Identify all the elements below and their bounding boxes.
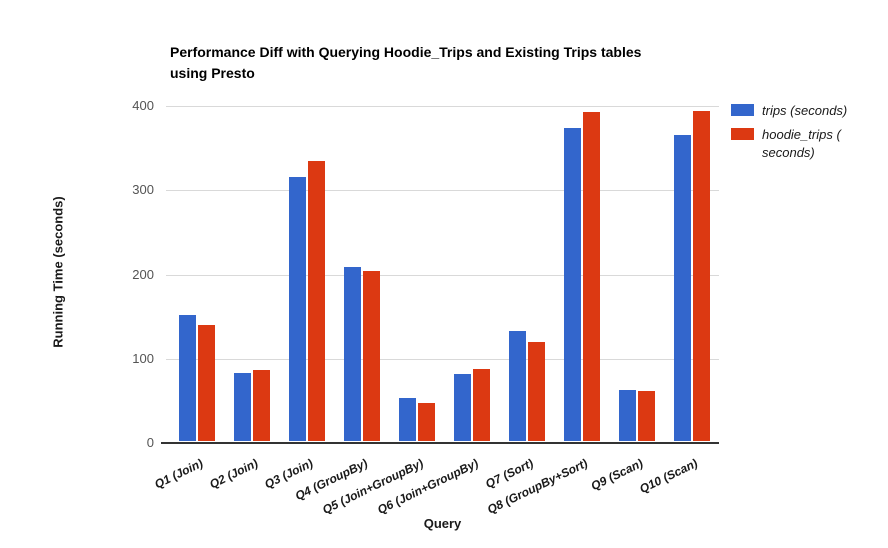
bar-trips-q7[interactable] [509,331,526,441]
x-tick-label: Q2 (Join) [207,456,261,492]
y-tick-label: 200 [132,267,154,282]
gridline [166,275,719,276]
bar-trips-q3[interactable] [289,177,306,441]
legend-label-trips: trips (seconds) [762,103,848,118]
x-tick-label: Q10 (Scan) [637,456,701,497]
bar-hoodie-trips-q6[interactable] [473,369,490,441]
y-tick-label: 300 [132,182,154,197]
legend-swatch-trips-icon [731,104,754,116]
bar-hoodie-trips-q1[interactable] [198,325,215,441]
bar-trips-q8[interactable] [564,128,581,441]
gridline [166,106,719,107]
x-axis-title: Query [423,516,462,531]
bar-hoodie-trips-q2[interactable] [253,370,270,441]
chart-title-line-1: Performance Diff with Querying Hoodie_Tr… [170,44,642,60]
y-axis-title: Running Time (seconds) [50,196,66,348]
bar-hoodie-trips-q9[interactable] [638,391,655,441]
bar-trips-q5[interactable] [399,398,416,441]
legend-swatch-hoodie-trips-icon [731,128,754,140]
bar-hoodie-trips-q3[interactable] [308,161,325,441]
gridline [166,190,719,191]
x-tick-label: Q9 (Scan) [588,456,646,494]
legend-item-trips: trips (seconds) [731,102,872,120]
bar-hoodie-trips-q8[interactable] [583,112,600,441]
bar-trips-q9[interactable] [619,390,636,441]
legend: trips (seconds) hoodie_trips ( seconds) [731,102,872,162]
legend-item-hoodie-trips: hoodie_trips ( seconds) [731,126,872,162]
bar-trips-q2[interactable] [234,373,251,441]
chart-title: Performance Diff with Querying Hoodie_Tr… [170,42,770,84]
bar-trips-q10[interactable] [674,135,691,441]
bar-trips-q1[interactable] [179,315,196,441]
bar-trips-q6[interactable] [454,374,471,441]
x-tick-label: Q1 (Join) [152,456,206,492]
y-tick-label: 0 [146,435,154,450]
gridline [166,359,719,360]
bar-hoodie-trips-q5[interactable] [418,403,435,441]
y-tick-label: 400 [132,98,154,113]
bar-hoodie-trips-q4[interactable] [363,271,380,441]
x-tick-label: Q8 (GroupBy+Sort) [485,456,591,517]
legend-label-hoodie-trips: hoodie_trips ( seconds) [762,127,841,160]
chart-title-line-2: using Presto [170,65,255,81]
bar-trips-q4[interactable] [344,267,361,441]
bar-hoodie-trips-q10[interactable] [693,111,710,441]
plot-area: 0 100 200 300 400 Q1 (Join) Q2 (Join) Q3 (Join)… [132,98,719,517]
bar-hoodie-trips-q7[interactable] [528,342,545,441]
x-axis-line [161,442,719,444]
y-tick-label: 100 [132,351,154,366]
x-tick-label: Q6 (Join+GroupBy) [374,456,481,517]
